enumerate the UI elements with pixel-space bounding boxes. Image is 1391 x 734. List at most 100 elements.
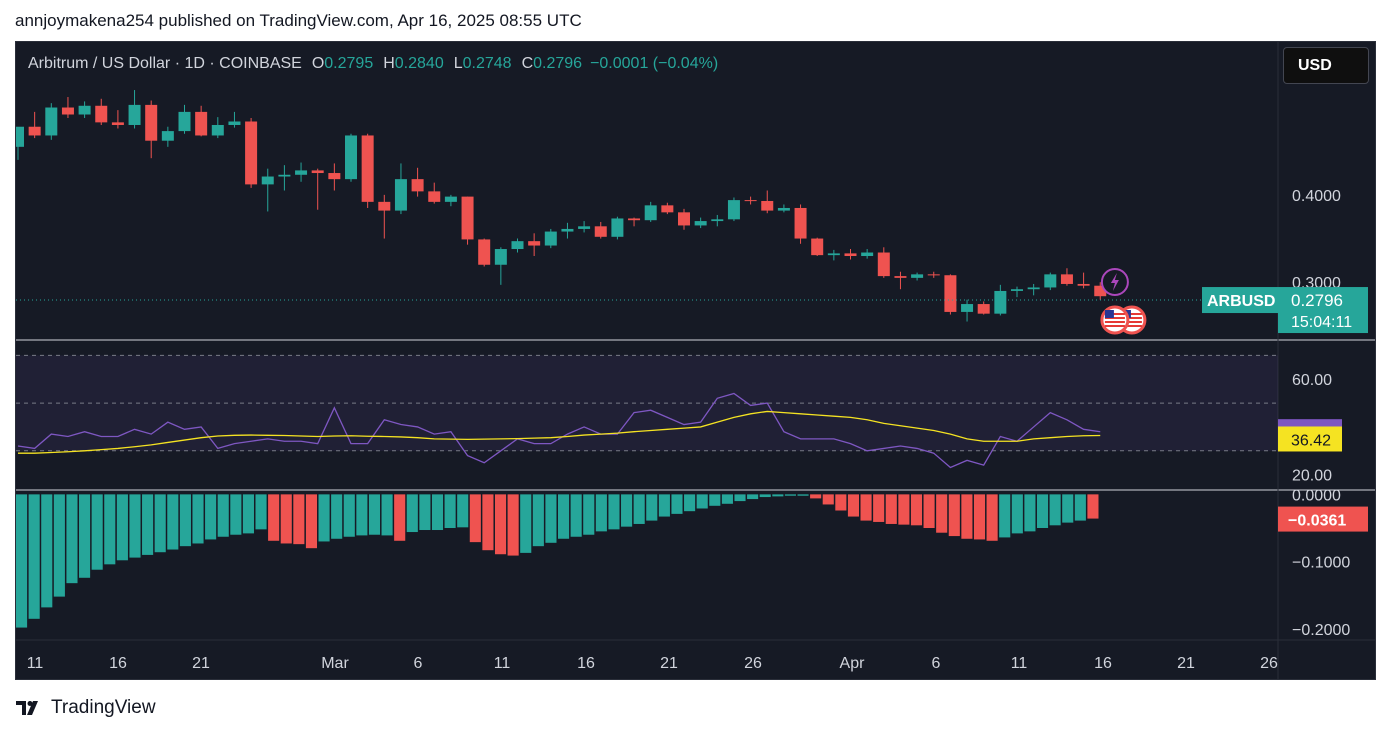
footer: TradingView bbox=[15, 697, 156, 719]
macd-bar bbox=[1036, 494, 1049, 528]
candle-body bbox=[111, 122, 124, 125]
macd-bar bbox=[129, 494, 141, 558]
time-tick-label: 21 bbox=[1177, 655, 1195, 672]
time-tick-label: 16 bbox=[1094, 655, 1112, 672]
macd-bar bbox=[936, 494, 948, 533]
macd-bar bbox=[482, 494, 494, 551]
macd-bar bbox=[41, 494, 53, 608]
candle-body bbox=[1094, 285, 1107, 297]
macd-bar bbox=[973, 494, 986, 540]
candle-body bbox=[511, 241, 524, 250]
macd-bar bbox=[419, 494, 431, 531]
published-by-header: annjoymakena254 published on TradingView… bbox=[15, 11, 582, 30]
macd-bar bbox=[394, 494, 406, 541]
time-tick-label: 16 bbox=[577, 655, 595, 672]
macd-bar bbox=[545, 494, 557, 543]
candle-body bbox=[794, 207, 807, 239]
macd-bar bbox=[999, 494, 1011, 538]
candle-body bbox=[1011, 289, 1023, 291]
macd-bar bbox=[268, 494, 280, 541]
candle-body bbox=[628, 218, 641, 221]
macd-bar bbox=[923, 494, 935, 528]
macd-bar bbox=[53, 494, 65, 597]
candle-body bbox=[95, 105, 108, 123]
macd-bar bbox=[608, 494, 620, 530]
macd-bar bbox=[822, 494, 834, 505]
open-label: O bbox=[311, 55, 325, 72]
time-tick-label: 11 bbox=[27, 655, 44, 672]
candle-body bbox=[145, 104, 158, 141]
macd-bar bbox=[633, 494, 645, 524]
macd-bar bbox=[381, 494, 393, 536]
candle-body bbox=[761, 200, 774, 211]
candle-body bbox=[1027, 287, 1040, 290]
macd-bar bbox=[305, 494, 318, 549]
time-tick-label: 11 bbox=[1011, 655, 1028, 672]
macd-bar bbox=[747, 494, 759, 500]
candle-body bbox=[844, 253, 857, 257]
chart-frame[interactable]: 0.3000 0.4000 ARBUSD 0.2796 15:04:11 20.00 60.… bbox=[15, 41, 1376, 680]
macd-bar bbox=[1024, 494, 1036, 532]
high-value: 0.2840 bbox=[394, 55, 444, 72]
macd-bar bbox=[671, 494, 683, 514]
time-tick-label: Mar bbox=[321, 655, 349, 672]
macd-bar bbox=[873, 494, 885, 522]
symbol-title: Arbitrum / US Dollar · 1D · COINBASE bbox=[28, 55, 302, 72]
rsi-ma-value-label: 36.42 bbox=[1291, 432, 1331, 449]
candle-body bbox=[211, 124, 224, 136]
macd-bar bbox=[583, 494, 595, 535]
macd-bar bbox=[28, 494, 40, 619]
candle-body bbox=[1077, 283, 1090, 286]
time-tick-label: Apr bbox=[840, 655, 866, 672]
candle-body bbox=[444, 196, 457, 202]
macd-bar bbox=[709, 494, 721, 506]
macd-bar bbox=[860, 494, 872, 521]
candle-body bbox=[195, 111, 208, 136]
macd-bar bbox=[532, 494, 544, 547]
candle-body bbox=[927, 274, 940, 276]
macd-bar bbox=[1062, 494, 1074, 523]
macd-bar bbox=[507, 494, 519, 556]
candle-body bbox=[378, 201, 391, 211]
macd-tick-label: 0.0000 bbox=[1292, 487, 1341, 504]
macd-bar bbox=[646, 494, 658, 521]
lightning-event-icon bbox=[1100, 268, 1129, 296]
candle-body bbox=[877, 252, 890, 277]
currency-button[interactable]: USD bbox=[1283, 47, 1369, 84]
candle-body bbox=[1044, 274, 1057, 288]
macd-bar bbox=[192, 494, 204, 544]
macd-bar bbox=[595, 494, 607, 532]
macd-bar bbox=[721, 494, 733, 504]
candle-body bbox=[78, 105, 91, 115]
symbol-tag-bg bbox=[1202, 287, 1278, 314]
macd-bar bbox=[79, 494, 91, 578]
time-tick-label: 26 bbox=[1260, 655, 1278, 672]
rsi-tick-label: 20.00 bbox=[1292, 468, 1332, 485]
macd-bar bbox=[684, 494, 696, 512]
macd-bar bbox=[1011, 494, 1023, 534]
open-value: 0.2795 bbox=[324, 55, 374, 72]
macd-bar bbox=[469, 494, 481, 543]
macd-tick-label: −0.1000 bbox=[1292, 555, 1350, 572]
candle-body bbox=[678, 212, 690, 226]
close-value: 0.2796 bbox=[533, 55, 583, 72]
candle-body bbox=[811, 238, 824, 256]
macd-bar bbox=[847, 494, 860, 517]
macd-bar bbox=[16, 494, 28, 628]
candle-body bbox=[1060, 274, 1073, 284]
candle-body bbox=[295, 170, 308, 175]
candle-body bbox=[977, 304, 990, 314]
candle-body bbox=[994, 290, 1007, 314]
footer-brand[interactable]: TradingView bbox=[51, 697, 156, 718]
macd-bar bbox=[810, 494, 822, 499]
candle-body bbox=[561, 228, 574, 232]
macd-bar bbox=[142, 494, 154, 555]
candle-body bbox=[16, 126, 24, 147]
time-tick-label: 21 bbox=[660, 655, 678, 672]
macd-bar bbox=[368, 494, 381, 535]
candle-body bbox=[861, 252, 874, 257]
macd-bar bbox=[734, 494, 746, 502]
price-tick-label: 0.4000 bbox=[1292, 188, 1341, 205]
candle-body bbox=[245, 121, 258, 185]
